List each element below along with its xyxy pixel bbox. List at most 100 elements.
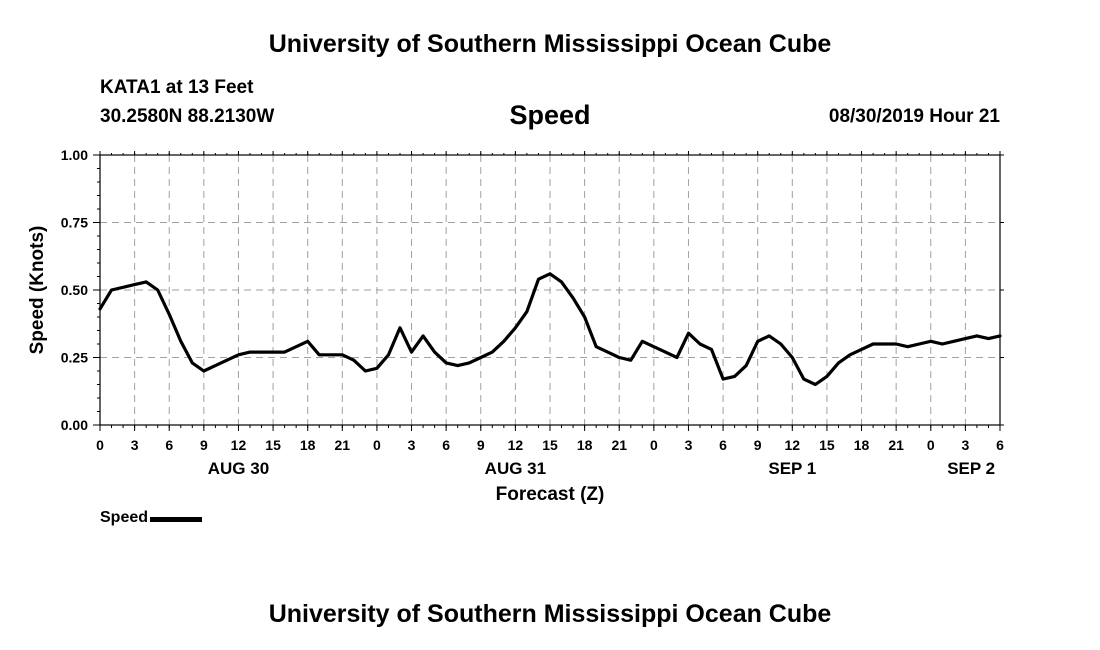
data-point bbox=[560, 281, 563, 283]
data-point bbox=[434, 351, 436, 353]
legend-label: Speed bbox=[100, 509, 149, 526]
data-point bbox=[110, 289, 113, 291]
data-point bbox=[549, 273, 551, 275]
data-point bbox=[480, 356, 482, 359]
data-point bbox=[503, 340, 505, 342]
x-tick-label: 18 bbox=[300, 437, 316, 453]
data-point bbox=[595, 346, 597, 348]
x-tick-label: 6 bbox=[442, 437, 450, 453]
y-tick-label: 1.00 bbox=[61, 147, 88, 163]
x-tick-label: 3 bbox=[408, 437, 416, 453]
data-point bbox=[895, 343, 897, 345]
data-point bbox=[976, 335, 978, 337]
x-tick-label: 3 bbox=[961, 437, 969, 453]
data-point bbox=[272, 351, 274, 353]
data-point bbox=[918, 343, 920, 345]
data-point bbox=[884, 343, 886, 345]
station-name: KATA1 at 13 Feet bbox=[100, 77, 254, 98]
x-tick-label: 21 bbox=[611, 437, 627, 453]
date-label: SEP 1 bbox=[768, 459, 816, 478]
data-point bbox=[364, 370, 366, 372]
data-point bbox=[584, 316, 586, 318]
data-point bbox=[422, 335, 424, 337]
data-point bbox=[745, 365, 747, 367]
data-point bbox=[826, 375, 828, 377]
y-tick-label: 0.75 bbox=[61, 215, 88, 231]
data-point bbox=[953, 340, 955, 342]
data-point bbox=[122, 286, 124, 288]
data-point bbox=[237, 354, 240, 356]
x-tick-label: 18 bbox=[854, 437, 870, 453]
data-point bbox=[722, 378, 724, 380]
data-point bbox=[699, 343, 701, 345]
data-point bbox=[814, 383, 816, 386]
data-point bbox=[837, 362, 840, 364]
data-point bbox=[780, 343, 782, 345]
data-point bbox=[999, 335, 1001, 337]
data-point bbox=[872, 343, 874, 345]
x-tick-label: 21 bbox=[335, 437, 351, 453]
data-point bbox=[260, 351, 263, 353]
x-tick-label: 12 bbox=[231, 437, 247, 453]
x-tick-label: 12 bbox=[508, 437, 524, 453]
y-tick-label: 0.25 bbox=[61, 350, 88, 366]
data-point bbox=[387, 354, 390, 356]
x-tick-label: 0 bbox=[373, 437, 381, 453]
data-point bbox=[768, 335, 770, 337]
date-label: AUG 31 bbox=[485, 459, 546, 478]
x-tick-label: 21 bbox=[888, 437, 904, 453]
x-tick-label: 0 bbox=[927, 437, 935, 453]
data-point bbox=[941, 343, 943, 345]
x-tick-label: 0 bbox=[96, 437, 104, 453]
x-tick-label: 9 bbox=[754, 437, 762, 453]
data-point bbox=[514, 327, 516, 329]
data-point bbox=[641, 340, 643, 342]
data-point bbox=[757, 340, 759, 342]
data-point bbox=[803, 378, 805, 380]
data-point bbox=[249, 351, 251, 353]
data-point bbox=[537, 278, 540, 280]
data-point bbox=[572, 297, 574, 299]
data-point bbox=[930, 340, 932, 342]
legend: Speed bbox=[100, 509, 203, 527]
x-tick-label: 12 bbox=[785, 437, 801, 453]
data-point bbox=[791, 356, 793, 359]
data-point bbox=[145, 281, 147, 283]
data-point bbox=[468, 362, 470, 364]
data-point bbox=[491, 351, 493, 353]
data-point bbox=[526, 311, 528, 313]
x-tick-label: 6 bbox=[165, 437, 173, 453]
data-point bbox=[653, 346, 655, 348]
data-point bbox=[191, 362, 193, 364]
data-point bbox=[734, 375, 736, 377]
data-point bbox=[284, 351, 286, 353]
data-point bbox=[445, 362, 447, 364]
x-tick-label: 3 bbox=[131, 437, 139, 453]
data-point bbox=[410, 351, 413, 353]
station-coordinates: 30.2580N 88.2130W bbox=[100, 106, 275, 127]
x-tick-label: 3 bbox=[685, 437, 693, 453]
x-tick-label: 0 bbox=[650, 437, 658, 453]
data-point bbox=[630, 359, 632, 361]
data-point bbox=[687, 332, 690, 334]
forecast-timestamp: 08/30/2019 Hour 21 bbox=[828, 106, 1000, 127]
y-axis-title: Speed (Knots) bbox=[27, 226, 48, 355]
x-tick-label: 9 bbox=[477, 437, 485, 453]
x-tick-label: 18 bbox=[577, 437, 593, 453]
data-point bbox=[860, 348, 863, 350]
data-point bbox=[214, 365, 216, 367]
data-point bbox=[849, 354, 851, 356]
data-point bbox=[134, 284, 136, 286]
data-point bbox=[907, 346, 909, 348]
data-point bbox=[664, 351, 666, 353]
y-tick-label: 0.00 bbox=[61, 417, 88, 433]
data-point bbox=[376, 367, 378, 369]
x-tick-label: 15 bbox=[265, 437, 281, 453]
data-point bbox=[964, 338, 966, 340]
x-tick-label: 15 bbox=[819, 437, 835, 453]
data-point bbox=[295, 346, 297, 348]
legend-swatch bbox=[150, 517, 203, 522]
date-label: AUG 30 bbox=[208, 459, 269, 478]
y-tick-label: 0.50 bbox=[61, 282, 88, 298]
